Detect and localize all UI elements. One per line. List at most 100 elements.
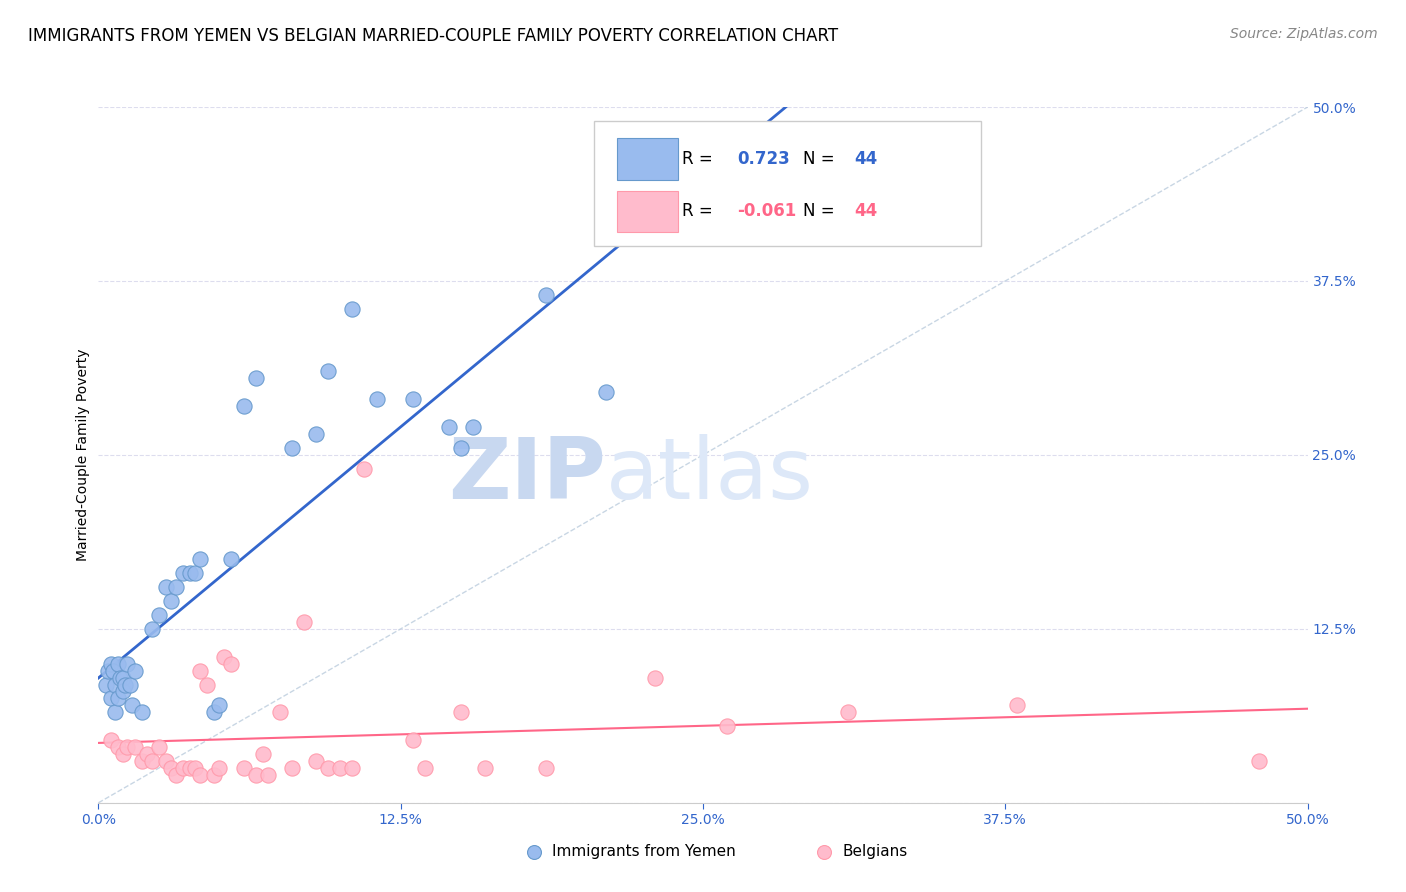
Point	[353, 462, 375, 476]
Point	[221, 552, 243, 566]
Point	[204, 706, 226, 720]
Point	[104, 706, 127, 720]
Point	[402, 392, 425, 407]
Point	[121, 698, 143, 713]
Point	[245, 768, 267, 782]
Point	[595, 385, 617, 400]
Point	[107, 740, 129, 755]
Point	[141, 622, 163, 636]
FancyBboxPatch shape	[617, 191, 678, 232]
Point	[281, 441, 304, 455]
Text: 44: 44	[855, 150, 877, 168]
Text: -0.061: -0.061	[737, 202, 796, 220]
Text: 44: 44	[855, 202, 877, 220]
Point	[188, 664, 211, 678]
Text: 0.723: 0.723	[737, 150, 790, 168]
Point	[413, 761, 436, 775]
Point	[450, 706, 472, 720]
Text: N =: N =	[803, 202, 841, 220]
Point	[232, 399, 254, 413]
Point	[221, 657, 243, 671]
Point	[114, 677, 136, 691]
Point	[305, 754, 328, 768]
Point	[131, 754, 153, 768]
Text: R =: R =	[682, 202, 718, 220]
Point	[837, 706, 859, 720]
Point	[100, 657, 122, 671]
Point	[172, 761, 194, 775]
Point	[100, 691, 122, 706]
Point	[148, 740, 170, 755]
Point	[118, 677, 141, 691]
Point	[329, 761, 352, 775]
Text: Belgians: Belgians	[842, 844, 907, 859]
Text: IMMIGRANTS FROM YEMEN VS BELGIAN MARRIED-COUPLE FAMILY POVERTY CORRELATION CHART: IMMIGRANTS FROM YEMEN VS BELGIAN MARRIED…	[28, 27, 838, 45]
Point	[305, 427, 328, 442]
Point	[107, 657, 129, 671]
Point	[165, 580, 187, 594]
Point	[124, 740, 146, 755]
Text: Immigrants from Yemen: Immigrants from Yemen	[551, 844, 735, 859]
Point	[135, 747, 157, 761]
Text: R =: R =	[682, 150, 718, 168]
Point	[97, 664, 120, 678]
Point	[100, 733, 122, 747]
Point	[131, 706, 153, 720]
Point	[111, 747, 134, 761]
Point	[269, 706, 291, 720]
Point	[104, 677, 127, 691]
Point	[402, 733, 425, 747]
Text: N =: N =	[803, 150, 841, 168]
Point	[474, 761, 496, 775]
Point	[108, 671, 131, 685]
Point	[437, 420, 460, 434]
Point	[184, 566, 207, 581]
Point	[179, 761, 201, 775]
Point	[316, 761, 339, 775]
Point	[450, 441, 472, 455]
Point	[366, 392, 388, 407]
Point	[281, 761, 304, 775]
Point	[111, 671, 134, 685]
Point	[252, 747, 274, 761]
FancyBboxPatch shape	[617, 138, 678, 180]
Point	[107, 691, 129, 706]
Point	[212, 649, 235, 664]
Point	[188, 768, 211, 782]
Point	[644, 671, 666, 685]
Point	[148, 607, 170, 622]
Point	[534, 288, 557, 302]
Point	[204, 768, 226, 782]
Y-axis label: Married-Couple Family Poverty: Married-Couple Family Poverty	[76, 349, 90, 561]
Point	[208, 698, 231, 713]
Point	[208, 761, 231, 775]
Point	[245, 371, 267, 385]
Point	[101, 664, 124, 678]
Point	[165, 768, 187, 782]
Point	[117, 740, 139, 755]
Point	[179, 566, 201, 581]
Point	[160, 761, 183, 775]
Text: atlas: atlas	[606, 434, 814, 517]
Point	[155, 754, 177, 768]
Text: ZIP: ZIP	[449, 434, 606, 517]
Point	[141, 754, 163, 768]
Point	[292, 615, 315, 629]
Point	[160, 594, 183, 608]
Point	[655, 219, 678, 233]
Point	[716, 719, 738, 733]
Point	[111, 684, 134, 698]
Point	[124, 664, 146, 678]
Point	[155, 580, 177, 594]
Point	[117, 657, 139, 671]
Point	[342, 761, 364, 775]
Point	[232, 761, 254, 775]
Point	[172, 566, 194, 581]
Point	[94, 677, 117, 691]
FancyBboxPatch shape	[595, 121, 981, 246]
Point	[1249, 754, 1271, 768]
Point	[195, 677, 218, 691]
Point	[316, 364, 339, 378]
Point	[342, 301, 364, 316]
Point	[256, 768, 278, 782]
